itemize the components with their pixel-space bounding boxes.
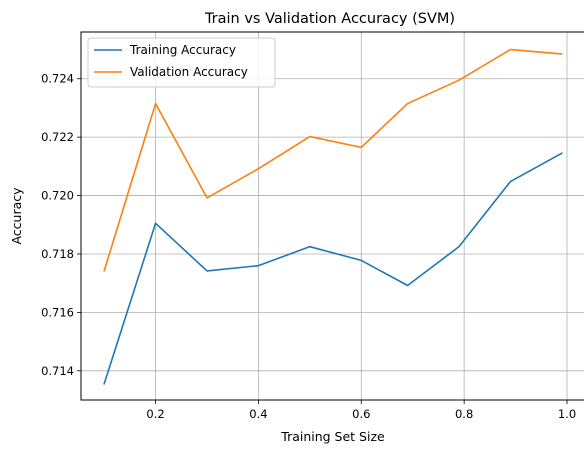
x-tick-label: 0.6 [352,407,370,421]
y-tick-label: 0.716 [41,305,74,319]
legend-label: Validation Accuracy [130,65,248,79]
y-axis-label: Accuracy [9,187,24,245]
y-tick-label: 0.718 [41,247,74,261]
legend-box [87,37,276,88]
x-tick-label: 1.0 [558,407,576,421]
x-tick-label: 0.4 [249,407,267,421]
y-tick-label: 0.720 [41,189,74,203]
y-tick-label: 0.724 [41,72,74,86]
axis-ticks: 0.2 0.4 0.6 0.8 1.0 0.714 0.716 0.718 0.720 0.722… [41,72,576,421]
grid [81,32,584,400]
series-lines [103,48,563,385]
series-line-validation [103,48,563,272]
plot-frame [80,31,584,401]
y-tick-label: 0.722 [41,130,74,144]
x-tick-label: 0.8 [455,407,473,421]
x-tick-label: 0.2 [146,407,164,421]
legend-label: Training Accuracy [129,43,236,57]
legend: Training Accuracy Validation Accuracy [87,37,276,88]
series-line-training [103,152,563,385]
x-axis-label: Training Set Size [280,429,385,444]
y-tick-label: 0.714 [41,364,74,378]
chart-title: Train vs Validation Accuracy (SVM) [204,11,455,27]
